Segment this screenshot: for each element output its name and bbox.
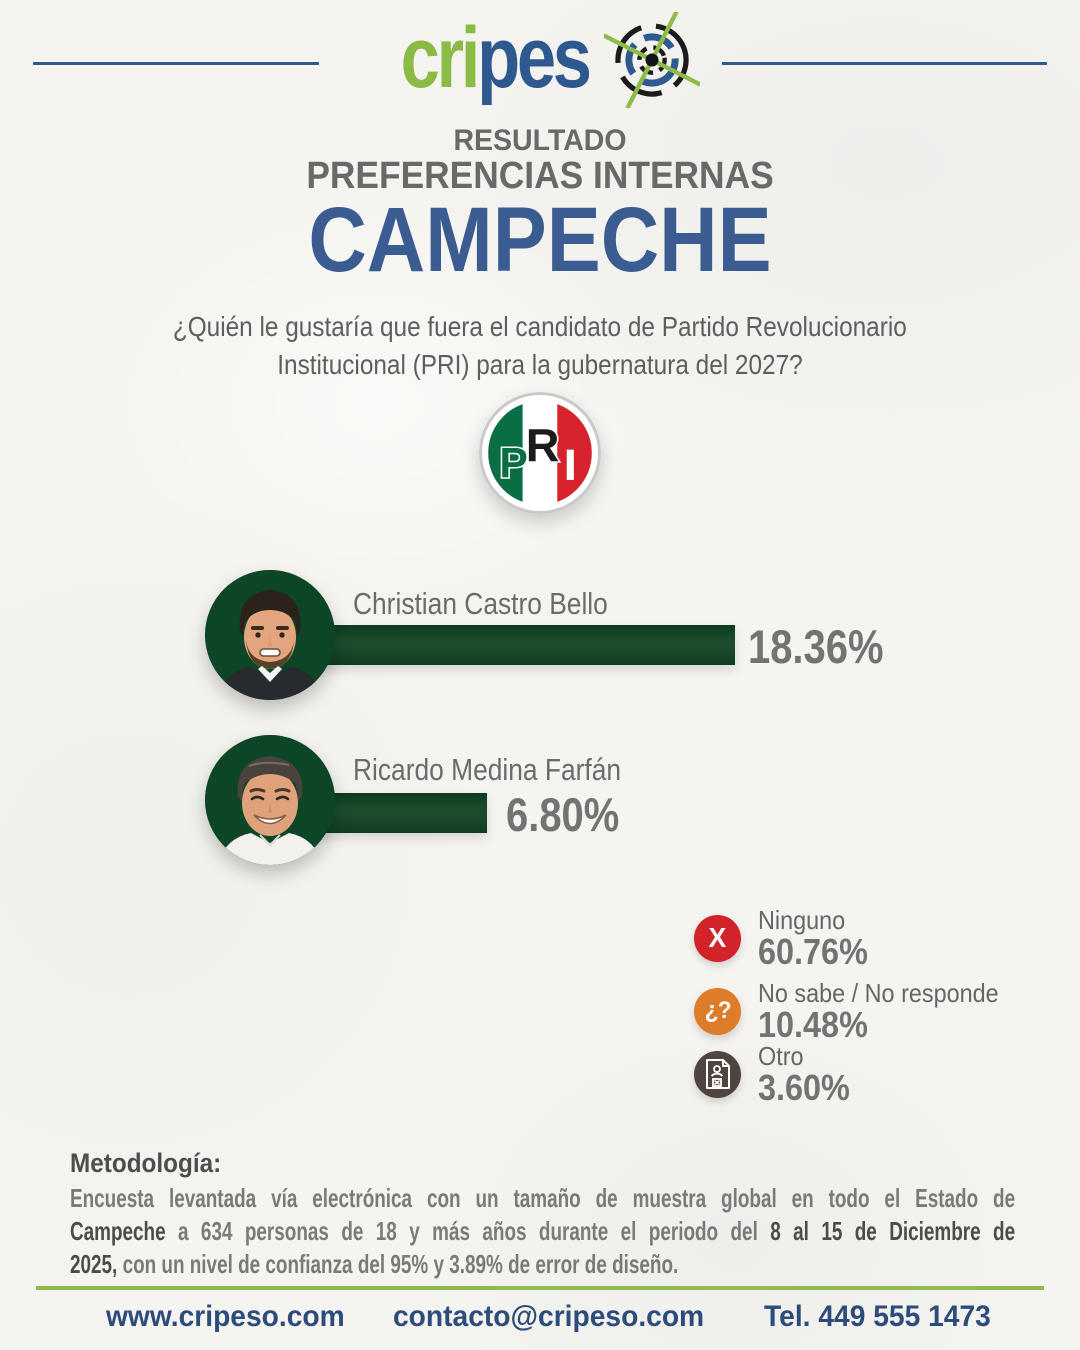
methodology-segment: con un nivel de confianza del 95% y 3.89… [117, 1249, 679, 1279]
logo-text-blue: pes [477, 10, 592, 106]
ballot-document-glyph [705, 1059, 730, 1089]
other-percent: 10.48% [758, 1004, 868, 1045]
cripeso-logo-text: cripes [400, 8, 592, 108]
candidate-percent: 6.80% [506, 788, 620, 841]
other-label: Otro [758, 1041, 804, 1071]
methodology-segment: 2025, [70, 1249, 118, 1279]
footer-email: contacto@cripeso.com [393, 1300, 705, 1333]
question-glyph: ¿? [704, 997, 732, 1024]
candidate-bar [300, 625, 735, 665]
pri-letter-r: R [526, 419, 560, 471]
other-label: No sabe / No responde [758, 978, 999, 1008]
target-crosshair-icon [603, 12, 700, 108]
pri-letters: P R I [498, 418, 577, 490]
question-icon: ¿? [694, 987, 741, 1035]
candidate-photo [205, 735, 335, 865]
methodology-title: Metodología: [70, 1148, 222, 1178]
other-percent: 60.76% [758, 931, 868, 972]
candidate-percent: 18.36% [748, 620, 884, 673]
other-percent: 3.60% [758, 1067, 850, 1108]
pri-party-logo: P R I [479, 392, 601, 514]
candidate-name: Ricardo Medina Farfán [353, 752, 622, 787]
other-response-item: X Ninguno 60.76% [694, 906, 880, 970]
survey-question: ¿Quién le gustaría que fuera el candidat… [0, 308, 1080, 384]
cripeso-logo: cripes [0, 8, 1080, 108]
methodology-segment: Campeche [70, 1216, 166, 1246]
footer-website: www.cripeso.com [106, 1300, 345, 1333]
other-response-item: Otro 3.60% [694, 1042, 860, 1106]
header-rule-left [33, 62, 319, 65]
pri-tricolor-stripes [488, 401, 592, 505]
ballot-icon [694, 1050, 741, 1098]
methodology-paragraph: Encuesta levantada vía electrónica con u… [70, 1182, 1015, 1281]
pri-letter-p: P [499, 439, 527, 487]
methodology-segment: a 634 personas de 18 y más años durante … [165, 1216, 771, 1246]
pri-letter-i: I [564, 441, 576, 489]
survey-question-line1: ¿Quién le gustaría que fuera el candidat… [173, 311, 907, 342]
x-icon: X [694, 914, 741, 962]
subtitle-preferencias: PREFERENCIAS INTERNAS [306, 155, 774, 197]
candidate-photo [205, 570, 335, 700]
kicker-resultado: RESULTADO [453, 124, 627, 157]
survey-question-line2: Institucional (PRI) para la gubernatura … [277, 349, 803, 380]
page-title-campeche: CAMPECHE [308, 189, 772, 291]
methodology-segment: Encuesta levantada vía electrónica con u… [70, 1183, 1016, 1213]
methodology-segment: 8 al 15 de Diciembre de [770, 1216, 1016, 1246]
header-rule-right [722, 62, 1047, 65]
candidate-portrait-illustration [205, 570, 335, 700]
other-response-item: ¿? No sabe / No responde 10.48% [694, 979, 1025, 1043]
footer-phone: Tel. 449 555 1473 [764, 1300, 991, 1333]
footer-rule [36, 1286, 1044, 1290]
candidate-name: Christian Castro Bello [353, 586, 608, 621]
logo-text-green: cri [400, 10, 481, 106]
x-glyph: X [708, 922, 727, 953]
candidate-portrait-illustration [205, 735, 335, 865]
other-label: Ninguno [758, 905, 846, 935]
